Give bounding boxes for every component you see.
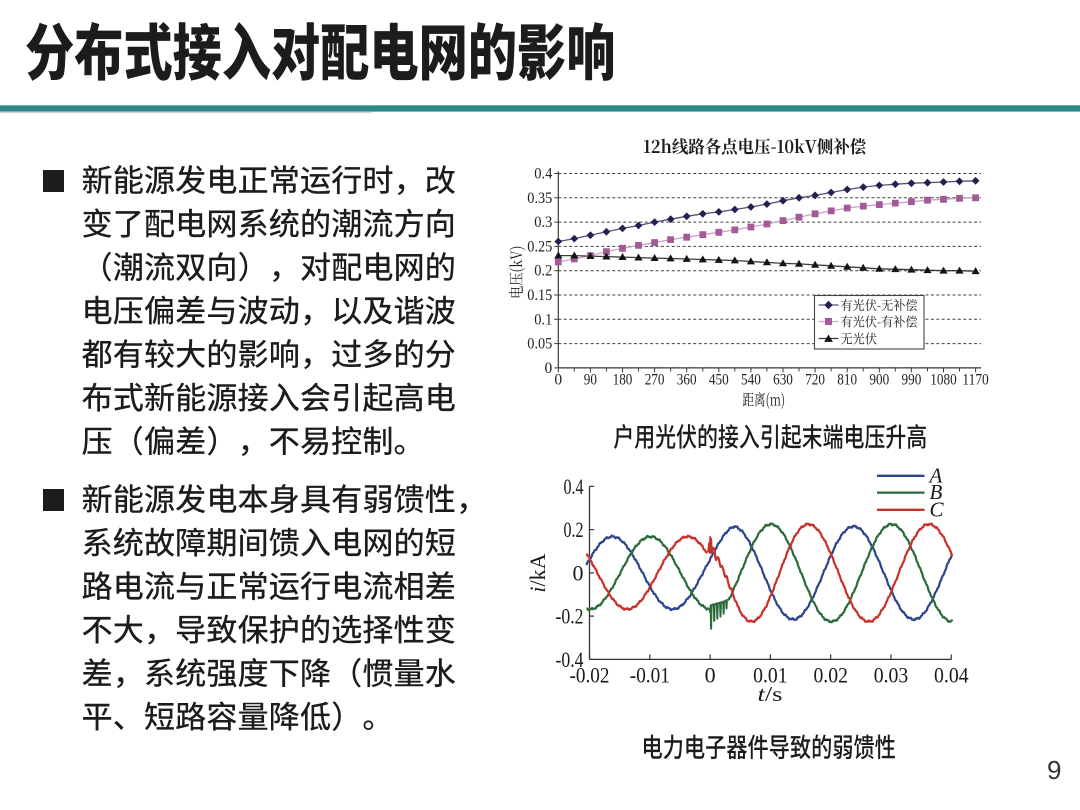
svg-text:0.3: 0.3 <box>534 214 552 231</box>
svg-text:0.04: 0.04 <box>934 662 969 687</box>
svg-text:B: B <box>930 480 943 504</box>
svg-text:-0.4: -0.4 <box>556 647 584 672</box>
svg-text:0: 0 <box>545 360 553 377</box>
svg-text:-0.01: -0.01 <box>630 662 670 687</box>
svg-text:990: 990 <box>902 372 922 389</box>
svg-text:-0.2: -0.2 <box>556 604 584 629</box>
svg-text:0.05: 0.05 <box>527 336 552 353</box>
svg-text:-0.02: -0.02 <box>570 662 610 687</box>
svg-text:A: A <box>928 463 943 487</box>
svg-text:270: 270 <box>645 372 665 389</box>
svg-text:i/kA: i/kA <box>525 553 550 592</box>
svg-text:810: 810 <box>837 372 857 389</box>
svg-text:630: 630 <box>773 372 793 389</box>
svg-text:360: 360 <box>677 372 697 389</box>
svg-text:0.15: 0.15 <box>527 287 552 304</box>
svg-text:0: 0 <box>554 372 562 389</box>
svg-text:180: 180 <box>613 372 633 389</box>
svg-text:0.2: 0.2 <box>564 517 584 542</box>
svg-text:0.02: 0.02 <box>813 662 848 687</box>
svg-text:0.25: 0.25 <box>527 238 552 255</box>
svg-text:C: C <box>930 497 945 521</box>
svg-text:0.1: 0.1 <box>534 311 552 328</box>
svg-text:720: 720 <box>805 372 825 389</box>
svg-text:900: 900 <box>869 372 889 389</box>
svg-text:0: 0 <box>573 560 584 585</box>
svg-text:9: 9 <box>1047 755 1061 785</box>
svg-text:540: 540 <box>741 372 761 389</box>
svg-text:0.03: 0.03 <box>874 662 909 687</box>
svg-text:t/s: t/s <box>758 682 783 706</box>
svg-text:450: 450 <box>709 372 729 389</box>
svg-text:0.35: 0.35 <box>527 190 552 207</box>
svg-text:0: 0 <box>705 662 716 687</box>
svg-text:0.4: 0.4 <box>564 474 584 499</box>
svg-text:0.4: 0.4 <box>534 166 552 183</box>
svg-text:90: 90 <box>584 372 597 389</box>
svg-text:0.01: 0.01 <box>753 662 788 687</box>
svg-text:1080: 1080 <box>930 372 957 389</box>
svg-text:0.2: 0.2 <box>534 263 552 280</box>
svg-text:1170: 1170 <box>962 372 989 389</box>
